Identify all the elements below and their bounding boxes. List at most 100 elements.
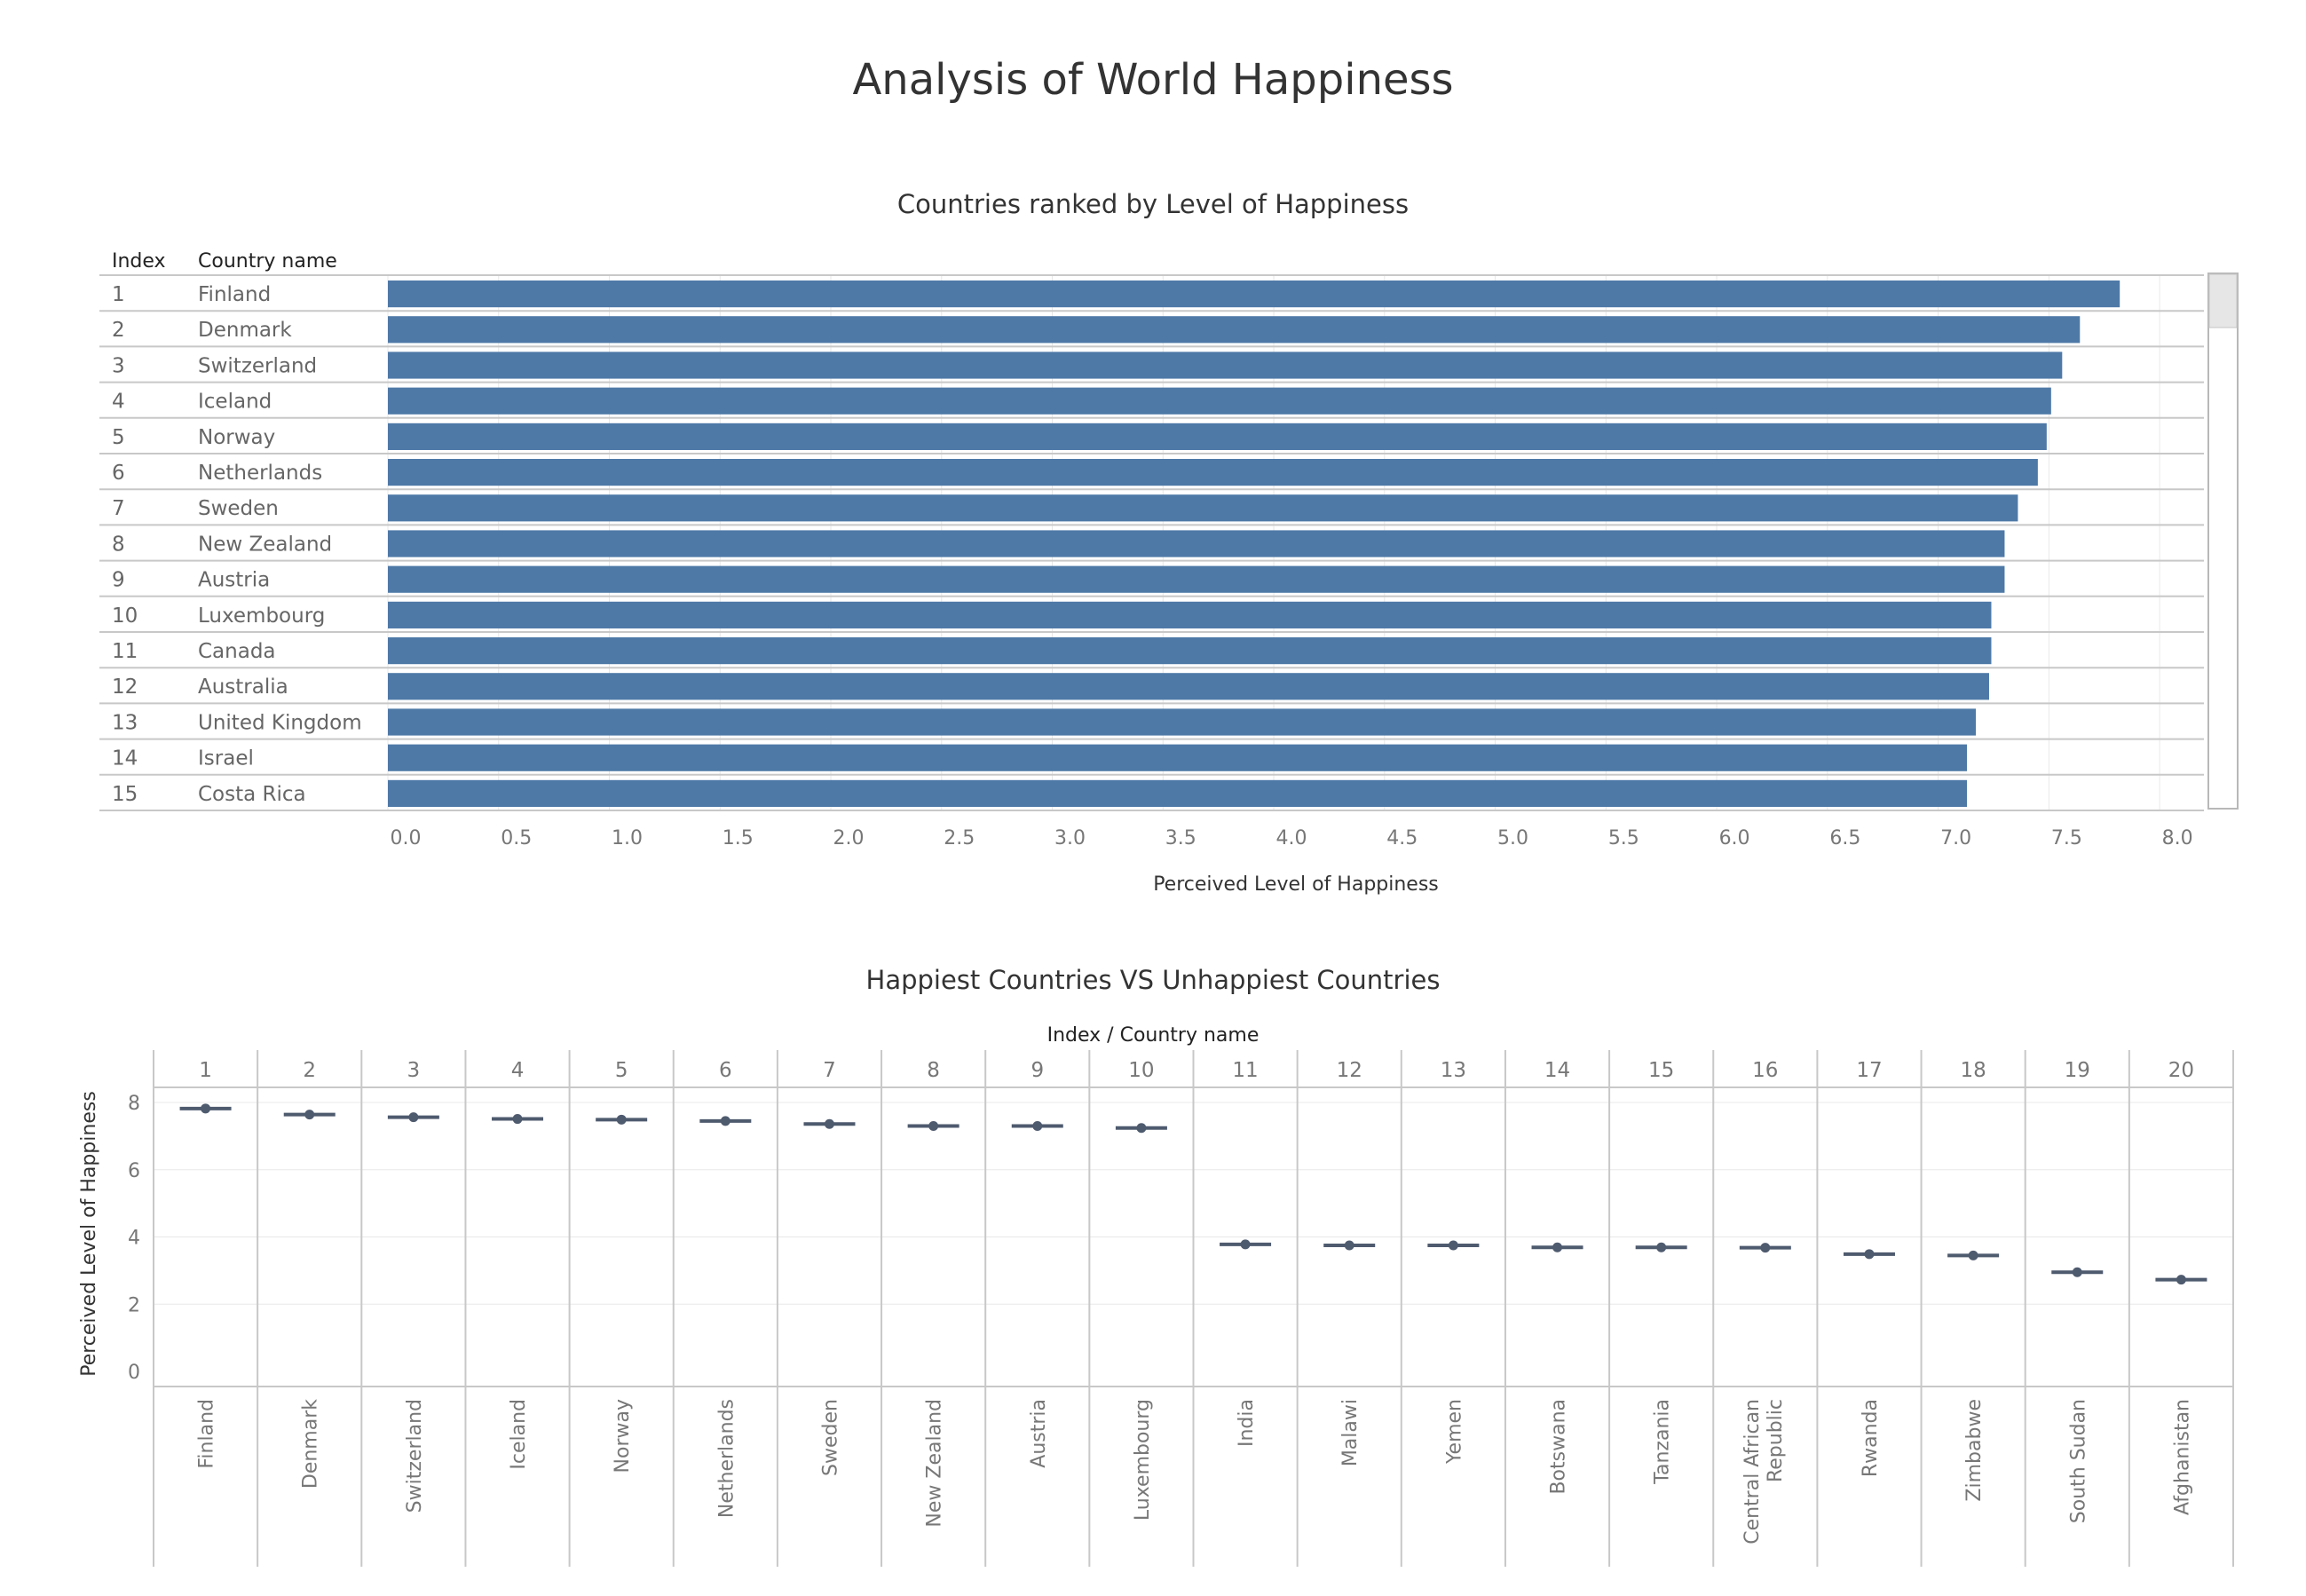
row-country-label[interactable]: Norway [198,426,275,449]
column-country-label[interactable]: Botswana [1548,1399,1570,1495]
column-index-label: 17 [1856,1059,1882,1082]
dot-chart-column-header: Index / Country name [1047,1024,1260,1047]
dot-netherlands[interactable] [720,1116,730,1126]
bar-chart-x-axis-label: Perceived Level of Happiness [1153,873,1439,896]
row-index-label: 15 [112,783,138,806]
dot-luxembourg[interactable] [1136,1123,1147,1134]
column-country-label[interactable]: Austria [1028,1399,1050,1468]
dot-denmark[interactable] [304,1110,315,1120]
bar-canada[interactable] [388,637,1992,665]
column-index-label: 9 [1031,1059,1044,1082]
row-index-label: 14 [112,747,138,770]
dot-new-zealand[interactable] [928,1121,939,1132]
scrollbar-track[interactable] [2207,273,2239,810]
row-country-label[interactable]: Netherlands [198,462,322,485]
row-country-label[interactable]: Switzerland [198,354,317,377]
column-country-label[interactable]: South Sudan [2067,1399,2089,1523]
row-country-label[interactable]: New Zealand [198,533,332,556]
column-country-label[interactable]: Switzerland [404,1399,426,1513]
bar-united-kingdom[interactable] [388,708,1977,736]
column-country-label[interactable]: Netherlands [715,1399,738,1518]
column-country-label[interactable]: Sweden [819,1399,841,1476]
row-index-label: 13 [112,711,138,734]
dot-zimbabwe[interactable] [1968,1250,1978,1260]
column-country-label[interactable]: Malawi [1339,1399,1362,1466]
dot-iceland[interactable] [512,1114,523,1125]
bar-sweden[interactable] [388,494,2018,522]
bar-denmark[interactable] [388,316,2081,344]
row-country-label[interactable]: Israel [198,747,254,770]
dot-y-tick-label: 4 [128,1228,140,1250]
index-column-header: Index [112,250,166,273]
bar-norway[interactable] [388,423,2047,450]
column-country-label[interactable]: Yemen [1443,1399,1465,1465]
dot-botswana[interactable] [1552,1242,1563,1252]
dot-sweden[interactable] [824,1118,834,1129]
bar-australia[interactable] [388,673,1989,700]
row-index-label: 8 [112,533,125,556]
bar-new-zealand[interactable] [388,530,2005,557]
bar-chart-rows: 1 Finland 2 Denmark 3 Switzerland 4 Iceland 5 Nor… [99,274,2204,811]
bar-x-tick-label: 3.5 [1165,827,1196,849]
dot-rwanda[interactable] [1864,1249,1875,1260]
bar-finland[interactable] [388,280,2120,308]
column-index-label: 4 [511,1059,525,1082]
column-index-label: 7 [823,1059,836,1082]
bar-x-tick-label: 7.0 [1940,827,1971,849]
column-country-label[interactable]: Afghanistan [2171,1399,2193,1515]
dot-india[interactable] [1240,1239,1251,1250]
bar-x-tick-label: 2.5 [944,827,975,849]
bar-luxembourg[interactable] [388,601,1992,628]
row-country-label[interactable]: Canada [198,640,276,663]
dot-austria[interactable] [1032,1121,1043,1132]
column-country-label[interactable]: Denmark [300,1399,322,1489]
column-country-label[interactable]: Finland [196,1399,218,1469]
row-country-label[interactable]: Finland [198,283,271,306]
row-country-label[interactable]: Costa Rica [198,783,306,806]
row-country-label[interactable]: Iceland [198,391,272,414]
dot-chart-marks [179,1103,2207,1285]
row-index-label: 4 [112,391,125,414]
dot-central-african-republic[interactable] [1760,1243,1771,1253]
row-index-label: 5 [112,426,125,449]
row-country-label[interactable]: Australia [198,676,288,699]
scrollbar-thumb[interactable] [2208,273,2238,328]
bar-switzerland[interactable] [388,352,2063,379]
dot-switzerland[interactable] [408,1112,419,1123]
column-index-label: 3 [407,1059,421,1082]
bar-x-tick-label: 6.0 [1719,827,1750,849]
column-country-label[interactable]: Norway [612,1399,634,1473]
row-country-label[interactable]: United Kingdom [198,711,362,734]
bar-netherlands[interactable] [388,459,2038,486]
column-index-label: 10 [1128,1059,1154,1082]
column-country-label[interactable]: Tanzania [1652,1399,1674,1485]
column-index-label: 20 [2168,1059,2194,1082]
column-country-label[interactable]: Rwanda [1860,1399,1882,1477]
bar-iceland[interactable] [388,387,2051,415]
bar-x-tick-label: 4.5 [1386,827,1418,849]
column-country-label[interactable]: Central AfricanRepublic [1741,1399,1787,1545]
bar-israel[interactable] [388,744,1968,771]
dot-norway[interactable] [616,1114,627,1125]
column-country-label[interactable]: Iceland [508,1399,530,1470]
row-index-label: 2 [112,319,125,342]
dot-yemen[interactable] [1448,1240,1458,1251]
dot-south-sudan[interactable] [2072,1267,2082,1277]
column-country-label[interactable]: India [1236,1399,1258,1447]
dot-afghanistan[interactable] [2176,1275,2186,1285]
dot-chart-y-axis-label: Perceived Level of Happiness [78,1091,100,1377]
column-country-label[interactable]: New Zealand [924,1399,946,1528]
dot-malawi[interactable] [1344,1240,1354,1251]
row-country-label[interactable]: Austria [198,569,270,592]
dot-finland[interactable] [201,1103,211,1114]
bar-austria[interactable] [388,565,2005,593]
row-country-label[interactable]: Sweden [198,497,279,520]
column-country-label[interactable]: Luxembourg [1132,1399,1154,1521]
row-country-label[interactable]: Luxembourg [198,604,325,628]
dot-tanzania[interactable] [1656,1242,1667,1252]
column-country-label[interactable]: Zimbabwe [1963,1399,1986,1502]
dot-chart-column-labels: 1 Finland 2 Denmark 3 Switzerland 4 Iceland 5 Nor… [196,1059,2194,1545]
bar-costa-rica[interactable] [388,779,1968,807]
dashboard-title: Analysis of World Happiness [852,55,1454,105]
row-country-label[interactable]: Denmark [198,319,292,342]
